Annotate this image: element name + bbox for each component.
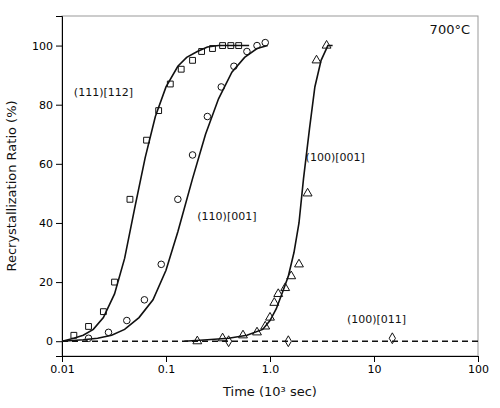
x-tick: 1.0	[262, 356, 280, 376]
annotation: (111)[112]	[74, 86, 133, 99]
title: 700°C	[430, 22, 470, 37]
y-tick-label: 40	[39, 217, 53, 230]
annotation: (100)[011]	[347, 313, 406, 326]
point	[218, 84, 225, 91]
y-tick: 40	[39, 217, 62, 230]
point	[389, 333, 395, 344]
x-tick-label: 100	[468, 363, 489, 376]
point	[303, 188, 312, 196]
y-tick-mark	[56, 282, 62, 283]
x-tick-label: 0.1	[158, 363, 176, 376]
annotation: (110)[001]	[197, 210, 256, 223]
point	[158, 261, 165, 268]
point	[127, 196, 133, 202]
point	[239, 330, 248, 338]
point	[189, 152, 196, 159]
point	[175, 196, 182, 203]
x-tick: 100	[468, 356, 489, 376]
point	[295, 259, 304, 267]
x-tick-mark	[478, 356, 479, 362]
y-tick-mark	[56, 341, 62, 342]
point	[244, 48, 251, 55]
point	[156, 108, 162, 114]
plot-area: 0.010.11.010100020406080100(111)[112](11…	[32, 16, 489, 376]
y-tick-mark	[56, 164, 62, 165]
point	[178, 66, 184, 72]
y-tick: 60	[39, 158, 62, 171]
y-tick: 20	[39, 276, 62, 289]
x-axis-title: Time (10³ sec)	[222, 384, 317, 399]
point	[228, 43, 234, 49]
point	[193, 336, 202, 344]
annotations: (111)[112] (110)[001] (100)[001] (100)[011]	[74, 86, 406, 327]
point	[262, 39, 269, 46]
point	[236, 43, 242, 49]
point	[253, 327, 262, 335]
point	[100, 309, 106, 315]
x-tick-label: 0.01	[50, 363, 75, 376]
point	[144, 137, 150, 143]
y-tick-label: 80	[39, 99, 53, 112]
x-tick-label: 10	[368, 363, 382, 376]
y-tick-label: 100	[32, 40, 53, 53]
marks	[62, 39, 478, 346]
point	[281, 283, 290, 291]
point	[270, 298, 279, 306]
point	[112, 279, 118, 285]
curve	[62, 46, 249, 342]
point	[285, 336, 291, 347]
annotation: (100)[001]	[306, 151, 365, 164]
point	[287, 271, 296, 279]
point	[86, 324, 92, 330]
point	[210, 46, 216, 52]
y-tick: 100	[32, 40, 62, 53]
curve	[184, 46, 332, 342]
y-tick: 0	[46, 335, 62, 348]
y-tick-label: 60	[39, 158, 53, 171]
y-tick: 80	[39, 99, 62, 112]
point	[141, 297, 148, 304]
y-axis-line	[56, 17, 63, 357]
point	[199, 49, 205, 55]
point	[204, 113, 211, 120]
y-axis: 0 20 40 60 80 100	[32, 17, 63, 357]
point	[190, 57, 196, 63]
point	[261, 321, 270, 329]
x-axis-line	[63, 357, 479, 363]
point	[254, 42, 261, 49]
point	[105, 329, 112, 336]
y-tick-mark	[56, 46, 62, 47]
point	[218, 333, 227, 341]
chart: 0.010.11.010100020406080100(111)[112](11…	[0, 0, 500, 408]
y-tick-mark	[56, 223, 62, 224]
point	[225, 336, 231, 347]
point	[266, 312, 275, 320]
point	[124, 317, 131, 324]
point	[220, 43, 226, 49]
plot-frame	[62, 16, 478, 356]
point	[312, 55, 321, 63]
curve	[62, 340, 478, 342]
point	[231, 63, 238, 70]
y-tick-label: 0	[46, 335, 53, 348]
x-tick-label: 1.0	[262, 363, 280, 376]
y-tick-label: 20	[39, 276, 53, 289]
x-tick: 10	[368, 356, 382, 376]
point	[167, 81, 173, 87]
x-tick-mark	[374, 356, 375, 362]
x-axis: 0.01 0.1 1.0 10 100	[50, 356, 489, 376]
x-tick: 0.01	[50, 356, 75, 376]
x-tick-mark	[270, 356, 271, 362]
point	[71, 332, 77, 338]
x-tick-mark	[166, 356, 167, 362]
y-tick-mark	[56, 105, 62, 106]
point	[322, 40, 331, 48]
y-axis-title: Recrystallization Ratio (%)	[4, 100, 19, 271]
x-tick: 0.1	[158, 356, 176, 376]
curve	[62, 46, 268, 342]
